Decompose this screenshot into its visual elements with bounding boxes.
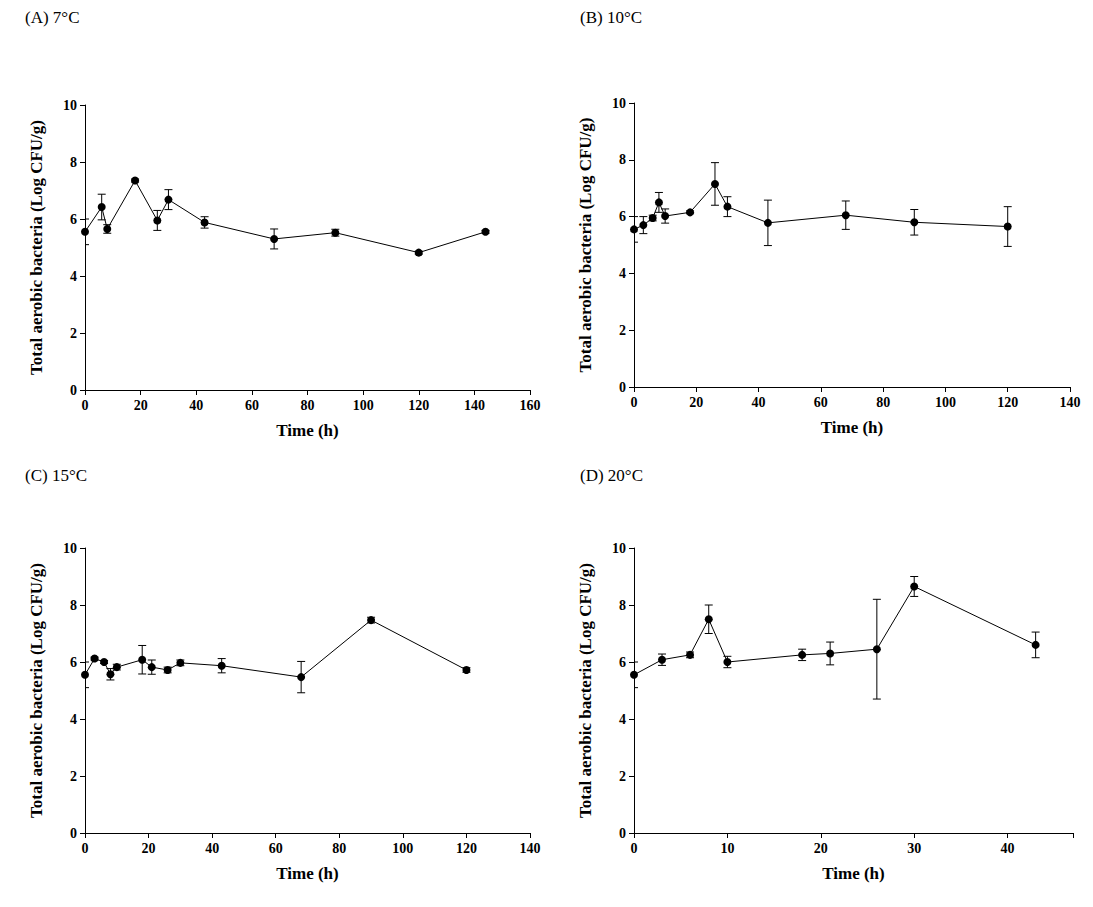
svg-text:100: 100 [935, 395, 956, 410]
svg-text:0: 0 [619, 826, 626, 841]
svg-text:Total aerobic bacteria (Log CF: Total aerobic bacteria (Log CFU/g) [27, 563, 46, 818]
svg-text:8: 8 [619, 152, 626, 167]
svg-text:Time (h): Time (h) [821, 418, 884, 437]
svg-text:20: 20 [814, 841, 828, 856]
svg-text:Time (h): Time (h) [276, 864, 339, 883]
svg-text:4: 4 [70, 712, 77, 727]
svg-text:6: 6 [619, 209, 626, 224]
svg-text:4: 4 [70, 269, 77, 284]
svg-text:4: 4 [619, 266, 626, 281]
svg-text:2: 2 [619, 769, 626, 784]
svg-text:140: 140 [520, 841, 541, 856]
svg-text:60: 60 [245, 398, 259, 413]
svg-text:(B) 10°C: (B) 10°C [580, 8, 642, 27]
svg-text:80: 80 [876, 395, 890, 410]
svg-text:40: 40 [205, 841, 219, 856]
svg-text:20: 20 [689, 395, 703, 410]
svg-text:0: 0 [631, 395, 638, 410]
svg-text:(A) 7°C: (A) 7°C [25, 8, 80, 27]
svg-text:160: 160 [520, 398, 541, 413]
svg-text:0: 0 [619, 380, 626, 395]
svg-text:60: 60 [269, 841, 283, 856]
svg-text:6: 6 [70, 212, 77, 227]
svg-text:0: 0 [70, 826, 77, 841]
svg-text:2: 2 [619, 323, 626, 338]
svg-text:0: 0 [82, 841, 89, 856]
svg-text:10: 10 [612, 541, 626, 556]
svg-text:8: 8 [70, 598, 77, 613]
svg-text:8: 8 [70, 155, 77, 170]
svg-text:140: 140 [1060, 395, 1081, 410]
svg-text:120: 120 [997, 395, 1018, 410]
svg-text:30: 30 [907, 841, 921, 856]
svg-text:8: 8 [619, 598, 626, 613]
svg-text:10: 10 [720, 841, 734, 856]
svg-text:Time (h): Time (h) [822, 864, 885, 883]
svg-text:Total aerobic bacteria (Log CF: Total aerobic bacteria (Log CFU/g) [27, 120, 46, 375]
svg-text:40: 40 [752, 395, 766, 410]
svg-text:(C) 15°C: (C) 15°C [25, 466, 87, 485]
svg-text:4: 4 [619, 712, 626, 727]
svg-text:Total aerobic bacteria (Log CF: Total aerobic bacteria (Log CFU/g) [576, 118, 595, 373]
svg-text:Time (h): Time (h) [276, 421, 339, 440]
svg-text:60: 60 [814, 395, 828, 410]
svg-text:2: 2 [70, 326, 77, 341]
svg-text:40: 40 [1001, 841, 1015, 856]
svg-text:80: 80 [332, 841, 346, 856]
svg-text:120: 120 [456, 841, 477, 856]
svg-text:10: 10 [63, 541, 77, 556]
svg-text:100: 100 [353, 398, 374, 413]
svg-text:2: 2 [70, 769, 77, 784]
svg-text:0: 0 [82, 398, 89, 413]
svg-text:6: 6 [70, 655, 77, 670]
svg-text:6: 6 [619, 655, 626, 670]
svg-text:140: 140 [464, 398, 485, 413]
svg-text:100: 100 [392, 841, 413, 856]
svg-text:40: 40 [189, 398, 203, 413]
svg-text:120: 120 [408, 398, 429, 413]
svg-text:80: 80 [301, 398, 315, 413]
svg-text:0: 0 [631, 841, 638, 856]
svg-text:Total aerobic bacteria (Log CF: Total aerobic bacteria (Log CFU/g) [576, 563, 595, 818]
svg-text:0: 0 [70, 383, 77, 398]
svg-text:20: 20 [134, 398, 148, 413]
svg-text:(D) 20°C: (D) 20°C [580, 466, 643, 485]
svg-text:20: 20 [142, 841, 156, 856]
svg-text:10: 10 [63, 98, 77, 113]
svg-text:10: 10 [612, 96, 626, 111]
